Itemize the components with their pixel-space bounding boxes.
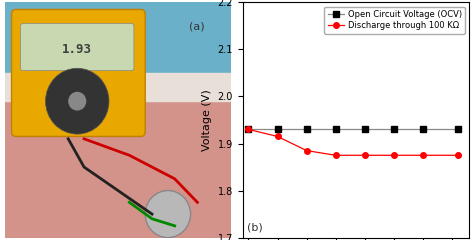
Open Circuit Voltage (OCV) [420, 128, 426, 131]
Bar [5, 2, 231, 85]
Circle shape [46, 68, 109, 134]
Text: (b): (b) [247, 223, 263, 233]
Discharge through 100 KΩ [455, 154, 460, 157]
Text: (a): (a) [189, 21, 204, 31]
Line: Discharge through 100 KΩ: Discharge through 100 KΩ [246, 127, 460, 158]
Bar [5, 73, 231, 101]
Circle shape [145, 191, 191, 238]
Discharge through 100 KΩ [333, 154, 338, 157]
Open Circuit Voltage (OCV) [362, 128, 367, 131]
Open Circuit Voltage (OCV) [246, 128, 251, 131]
Text: 1.93: 1.93 [62, 43, 92, 56]
Open Circuit Voltage (OCV) [455, 128, 460, 131]
Open Circuit Voltage (OCV) [304, 128, 310, 131]
Line: Open Circuit Voltage (OCV): Open Circuit Voltage (OCV) [246, 127, 460, 132]
Discharge through 100 KΩ [391, 154, 397, 157]
Legend: Open Circuit Voltage (OCV), Discharge through 100 KΩ: Open Circuit Voltage (OCV), Discharge th… [324, 6, 465, 34]
Discharge through 100 KΩ [420, 154, 426, 157]
Discharge through 100 KΩ [274, 135, 280, 138]
Discharge through 100 KΩ [362, 154, 367, 157]
FancyBboxPatch shape [11, 9, 145, 137]
Bar [5, 85, 231, 238]
Y-axis label: Voltage (V): Voltage (V) [202, 89, 212, 151]
Open Circuit Voltage (OCV) [274, 128, 280, 131]
Circle shape [68, 92, 86, 111]
Open Circuit Voltage (OCV) [333, 128, 338, 131]
Discharge through 100 KΩ [246, 128, 251, 131]
FancyBboxPatch shape [20, 24, 134, 71]
Discharge through 100 KΩ [304, 149, 310, 152]
Open Circuit Voltage (OCV) [391, 128, 397, 131]
